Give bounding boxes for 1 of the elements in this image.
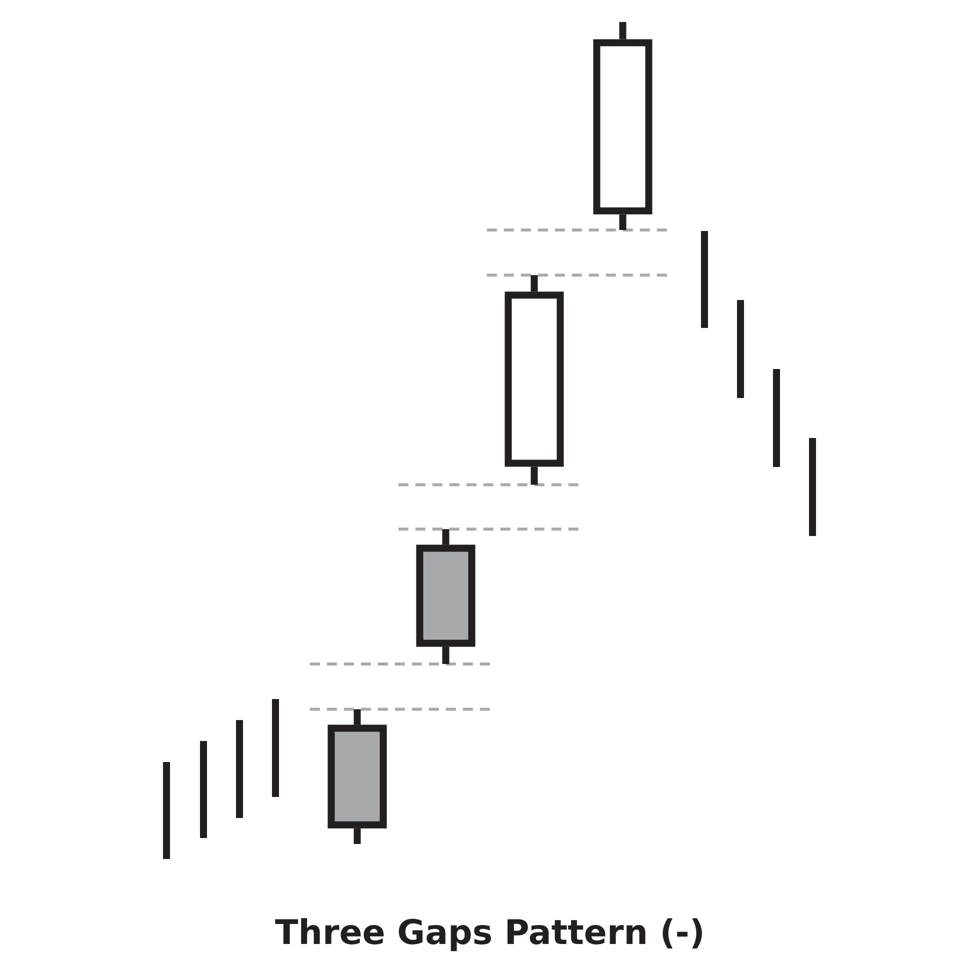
- text: Three Gaps Pattern (-): [274, 913, 706, 953]
